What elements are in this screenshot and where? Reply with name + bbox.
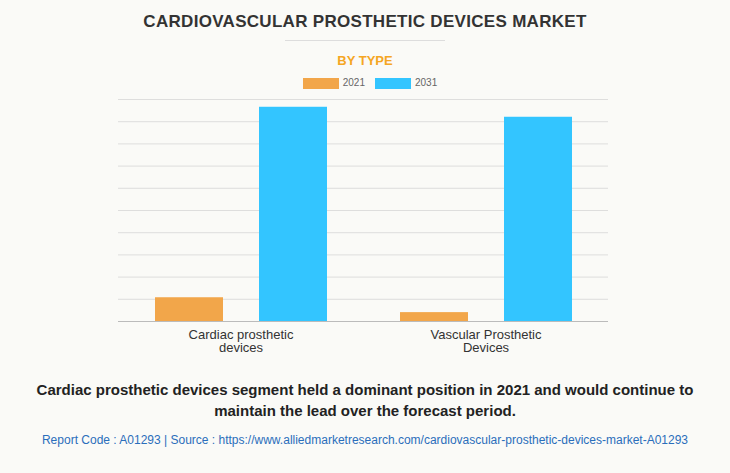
- html-text:2031: 2031: [415, 77, 438, 88]
- html-text:CARDIOVASCULAR PROSTHETIC DEVI: CARDIOVASCULAR PROSTHETIC DEVICES MARKET: [143, 12, 587, 31]
- html-text:Report Code : A01293 | Source: Report Code : A01293 | Source : https://…: [42, 433, 688, 447]
- svg-text:Cardiac prostheticdevices: Cardiac prostheticdevices: [189, 327, 294, 355]
- html-text:BY TYPE: BY TYPE: [337, 53, 393, 68]
- html-text:2021: 2021: [342, 77, 365, 88]
- svg-text:Vascular ProstheticDevices: Vascular ProstheticDevices: [430, 327, 542, 355]
- html-text:Cardiac prosthetic devices seg: Cardiac prosthetic devices segment held …: [36, 381, 694, 419]
